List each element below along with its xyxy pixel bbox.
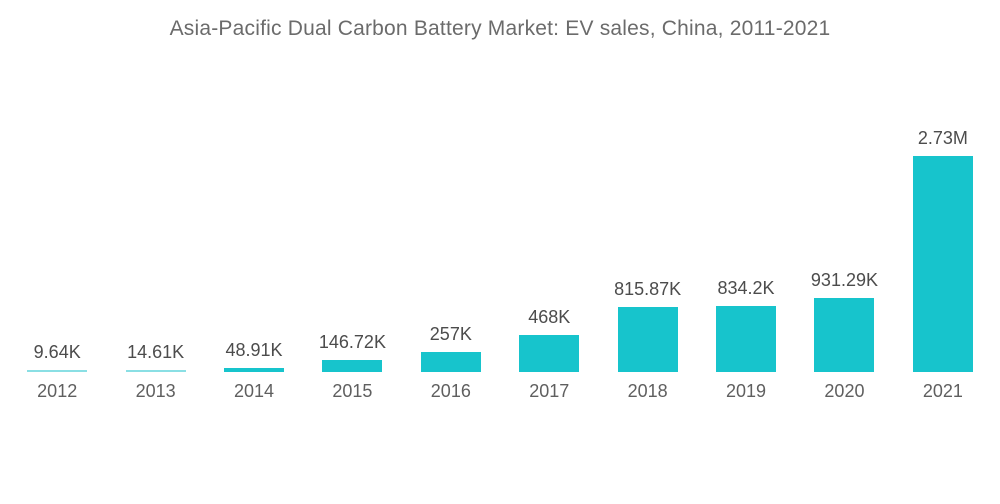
chart-column-2020: 931.29K 2020 (795, 101, 893, 401)
x-axis-label: 2020 (824, 381, 865, 401)
bar-value-label: 14.61K (127, 342, 185, 362)
chart-column-2021: 2.73M 2021 (894, 101, 992, 401)
bar-value-label: 2.73M (917, 128, 968, 148)
x-axis-label: 2013 (135, 381, 176, 401)
x-axis-label: 2021 (922, 381, 963, 401)
bar-value-label: 257K (429, 324, 472, 344)
bar-2015 (322, 360, 383, 372)
bar-2019 (716, 306, 777, 372)
chart-column-2016: 257K 2016 (402, 101, 500, 401)
bar-2016 (420, 352, 481, 372)
bar-value-label: 815.87K (614, 279, 682, 299)
chart-column-2015: 146.72K 2015 (303, 101, 401, 401)
bar-value-label: 48.91K (225, 340, 283, 360)
bar-value-label: 9.64K (33, 342, 81, 362)
x-axis-label: 2017 (529, 381, 570, 401)
x-axis-label: 2014 (233, 381, 275, 401)
x-axis-label: 2015 (332, 381, 373, 401)
bar-value-label: 146.72K (318, 332, 386, 352)
bar-2018 (617, 307, 678, 372)
chart-column-2014: 48.91K 2014 (205, 101, 303, 401)
chart-title: Asia-Pacific Dual Carbon Battery Market:… (169, 17, 831, 40)
bar-2013 (125, 370, 186, 372)
bar-2014 (224, 368, 285, 372)
chart-column-2012: 9.64K 2012 (8, 101, 106, 401)
chart-plot-area: 9.64K 2012 14.61K 2013 48.91K 2014 146.72K 2015… (8, 101, 992, 401)
bar-2017 (519, 335, 580, 372)
bar-value-label: 834.2K (717, 278, 775, 298)
bar-2021 (912, 156, 973, 372)
chart-column-2018: 815.87K 2018 (598, 101, 696, 401)
x-axis-label: 2018 (627, 381, 668, 401)
bar-2012 (27, 370, 88, 372)
chart-column-2013: 14.61K 2013 (106, 101, 204, 401)
chart-column-2017: 468K 2017 (500, 101, 598, 401)
chart-column-2019: 834.2K 2019 (697, 101, 795, 401)
bar-2020 (814, 298, 875, 372)
x-axis-label: 2016 (430, 381, 471, 401)
bar-value-label: 931.29K (810, 270, 878, 290)
bar-value-label: 468K (528, 307, 571, 327)
x-axis-label: 2012 (37, 381, 78, 401)
x-axis-label: 2019 (726, 381, 767, 401)
